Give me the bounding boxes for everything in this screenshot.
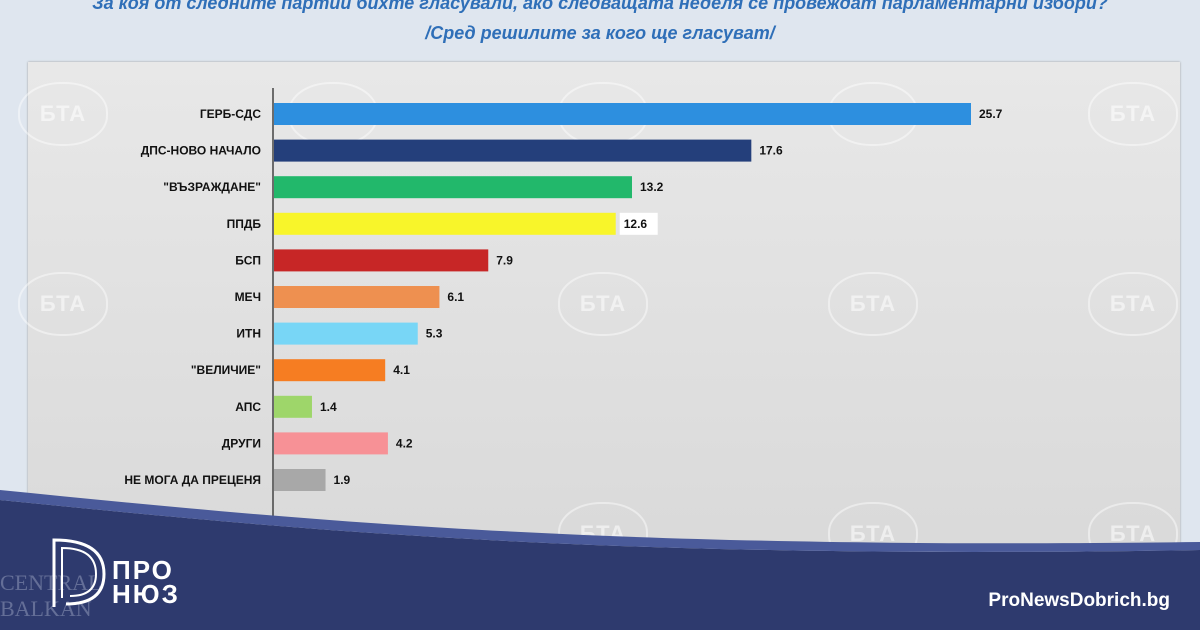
footer-band xyxy=(0,490,1200,630)
bar xyxy=(274,103,971,125)
bar xyxy=(274,286,440,308)
category-label: "ВЕЛИЧИЕ" xyxy=(191,363,261,377)
category-label: БСП xyxy=(235,253,261,267)
category-label: ИТН xyxy=(236,327,261,341)
bar xyxy=(274,322,418,345)
bta-watermark: БТА xyxy=(828,272,918,336)
brand-line-2: НЮЗ xyxy=(112,579,180,609)
brand-line-1: ПРО xyxy=(112,555,174,585)
bar xyxy=(274,469,326,491)
category-label: ДПС-НОВО НАЧАЛО xyxy=(141,144,261,158)
category-label: НЕ МОГА ДА ПРЕЦЕНЯ xyxy=(124,473,261,487)
bar xyxy=(274,249,489,272)
bta-watermark: БТА xyxy=(558,272,648,336)
chart-subtitle: /Сред решилите за кого ще гласуват/ xyxy=(425,23,775,43)
value-label: 1.9 xyxy=(334,473,351,487)
category-label: "ВЪЗРАЖДАНЕ" xyxy=(163,180,261,194)
value-label: 5.3 xyxy=(426,327,443,341)
pronews-logo-icon xyxy=(52,538,106,607)
chart-title-block: За коя от следните партии бихте гласувал… xyxy=(0,0,1200,48)
value-label-background xyxy=(619,212,658,235)
site-url[interactable]: ProNewsDobrich.bg xyxy=(988,590,1170,611)
value-label: 12.6 xyxy=(624,217,648,231)
category-label: МЕЧ xyxy=(235,290,261,304)
bar xyxy=(274,359,386,382)
value-label: 7.9 xyxy=(496,253,513,267)
value-label: 6.1 xyxy=(447,290,464,304)
value-label: 25.7 xyxy=(979,107,1003,121)
value-label: 17.6 xyxy=(759,144,783,158)
chart-question: За коя от следните партии бихте гласувал… xyxy=(92,0,1108,13)
bar xyxy=(274,176,632,199)
bar xyxy=(274,432,388,455)
bta-watermark: БТА xyxy=(18,82,108,146)
bar xyxy=(274,139,752,162)
category-label: ГЕРБ-СДС xyxy=(200,107,261,121)
value-label: 1.4 xyxy=(320,400,337,414)
category-label: АПС xyxy=(235,400,261,414)
category-label: ППДБ xyxy=(227,217,262,231)
bta-watermark: БТА xyxy=(18,272,108,336)
brand-name: ПРО НЮЗ xyxy=(112,555,180,609)
bar xyxy=(274,212,616,235)
bta-watermark: БТА xyxy=(1088,272,1178,336)
bar xyxy=(274,395,312,418)
bta-watermark: БТА xyxy=(1088,82,1178,146)
value-label: 4.1 xyxy=(393,363,410,377)
category-label: ДРУГИ xyxy=(222,436,261,450)
value-label: 13.2 xyxy=(640,180,664,194)
background-text: CENTRAL BALKAN xyxy=(0,570,102,621)
value-label: 4.2 xyxy=(396,436,413,450)
